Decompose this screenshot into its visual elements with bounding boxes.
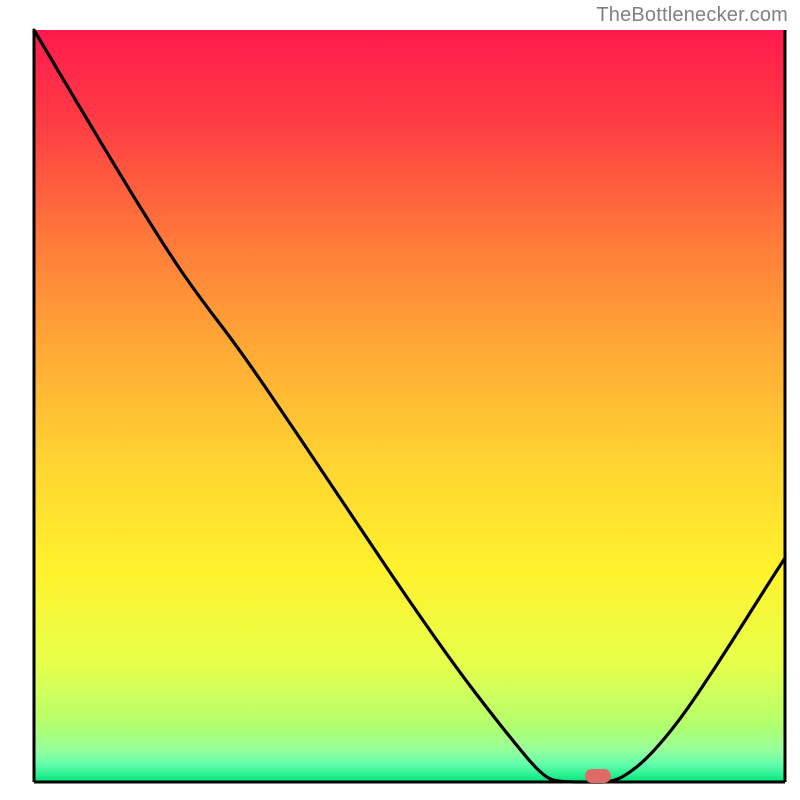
plot-bottom-fade	[34, 724, 785, 782]
optimal-marker	[585, 769, 611, 783]
chart-svg	[0, 0, 800, 800]
plot-background	[34, 30, 785, 782]
bottleneck-chart: TheBottlenecker.com	[0, 0, 800, 800]
watermark-text: TheBottlenecker.com	[596, 4, 788, 27]
